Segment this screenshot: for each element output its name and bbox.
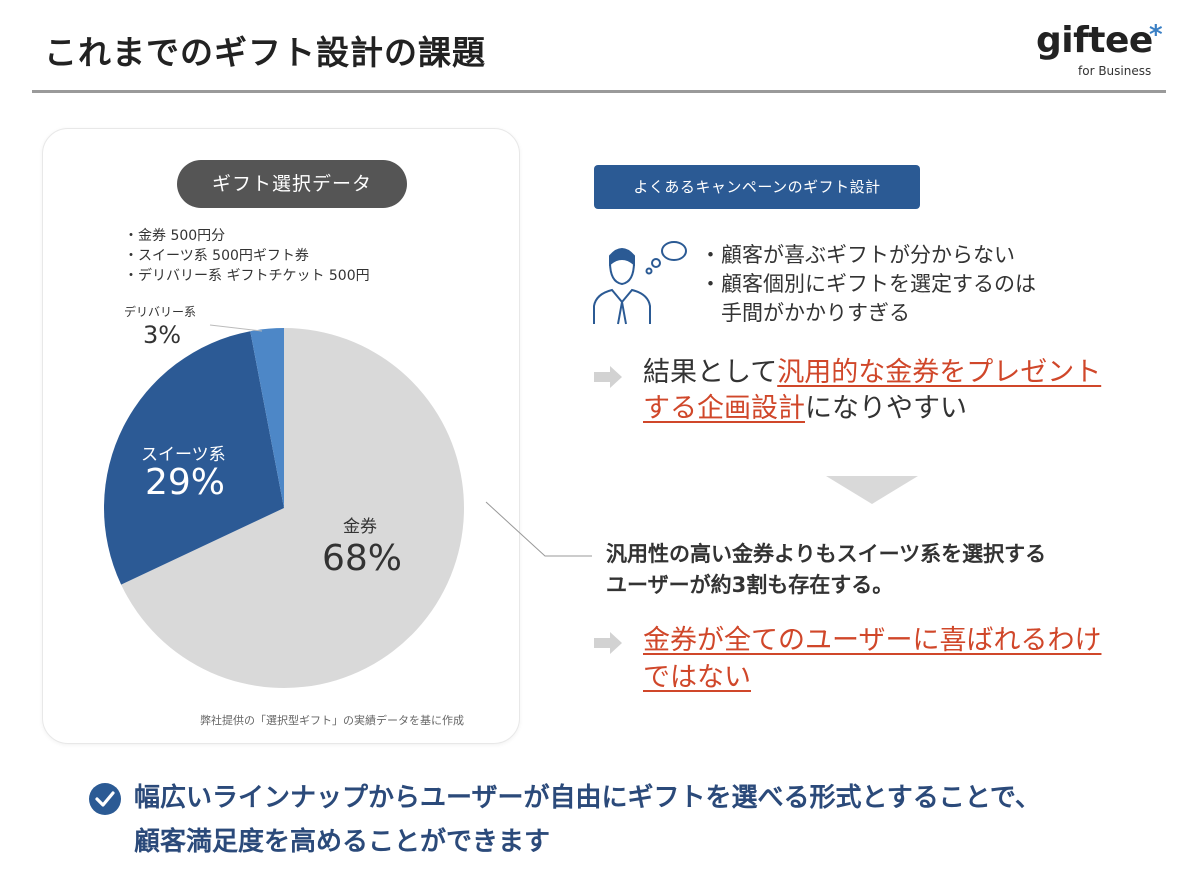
gift-options-list: ・金券 500円分 ・スイーツ系 500円ギフト券 ・デリバリー系 ギフトチケッ…: [124, 226, 370, 286]
logo-star-icon: *: [1149, 20, 1163, 50]
result-prefix: 結果として: [643, 357, 778, 388]
down-triangle-icon: [826, 476, 918, 504]
arrow-right-icon: [594, 632, 622, 654]
result-highlight: 汎用的な金券をプレゼント: [777, 357, 1102, 388]
result-statement: 結果として汎用的な金券をプレゼント する企画設計になりやすい: [643, 355, 1153, 427]
issue-line: ・顧客個別にギフトを選定するのは: [700, 272, 1036, 296]
pie-slice-delivery: [250, 328, 284, 508]
gift-option: ・デリバリー系 ギフトチケット 500円: [124, 268, 370, 284]
check-circle-icon: [89, 783, 121, 815]
pie-label-delivery-name: デリバリー系: [124, 305, 197, 319]
callout-connector-line: [485, 501, 592, 557]
logo-subtitle: for Business: [1078, 64, 1152, 78]
pie-label-voucher-value: 68%: [322, 538, 403, 579]
finding-line: 汎用性の高い金券よりもスイーツ系を選択する: [606, 542, 1047, 566]
pie-slice-sweets: [104, 331, 284, 585]
result-suffix: になりやすい: [805, 393, 967, 424]
pie-slice-voucher: [121, 328, 464, 688]
person-thought-icon: [593, 241, 687, 325]
result-highlight: する企画設計: [643, 393, 805, 424]
conclusion-statement: 金券が全てのユーザーに喜ばれるわけ ではない: [643, 622, 1153, 696]
page-title: これまでのギフト設計の課題: [44, 33, 486, 72]
issue-line: ・顧客が喜ぶギフトが分からない: [700, 243, 1015, 267]
pie-label-sweets-name: スイーツ系: [141, 445, 226, 465]
summary-line: 顧客満足度を高めることができます: [134, 827, 551, 857]
conclusion-line: 金券が全てのユーザーに喜ばれるわけ: [643, 625, 1102, 656]
giftee-logo: giftee * for Business: [1036, 20, 1164, 80]
header-divider: [32, 90, 1166, 93]
summary-line: 幅広いラインナップからユーザーが自由にギフトを選べる形式とすることで、: [134, 783, 1041, 813]
issue-line: 手間がかかりすぎる: [700, 301, 910, 325]
gift-data-pill: ギフト選択データ: [177, 160, 407, 208]
conclusion-line: ではない: [643, 662, 751, 693]
source-note: 弊社提供の「選択型ギフト」の実績データを基に作成: [200, 714, 464, 727]
finding-line: ユーザーが約3割も存在する。: [606, 573, 894, 597]
summary-statement: 幅広いラインナップからユーザーが自由にギフトを選べる形式とすることで、 顧客満足…: [134, 776, 1041, 864]
gift-option: ・スイーツ系 500円ギフト券: [124, 248, 309, 264]
pie-label-voucher-name: 金券: [343, 517, 377, 537]
delivery-leader-line: [209, 324, 263, 332]
issue-bullets: ・顧客が喜ぶギフトが分からない ・顧客個別にギフトを選定するのは 手間がかかりす…: [700, 241, 1036, 328]
pie-label-delivery-value: 3%: [143, 321, 182, 349]
finding-text: 汎用性の高い金券よりもスイーツ系を選択する ユーザーが約3割も存在する。: [606, 539, 1046, 601]
logo-wordmark: giftee: [1036, 20, 1153, 61]
arrow-right-icon: [594, 366, 622, 388]
gift-option: ・金券 500円分: [124, 228, 226, 244]
pie-label-sweets-value: 29%: [145, 462, 226, 503]
campaign-design-tag: よくあるキャンペーンのギフト設計: [594, 165, 920, 209]
